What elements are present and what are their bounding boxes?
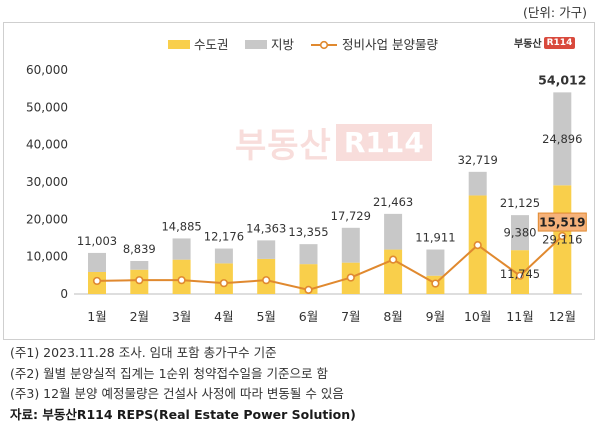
source-note: 자료: 부동산R114 REPS(Real Estate Power Solut… — [10, 406, 356, 422]
regional-value-label: 24,896 — [542, 132, 582, 146]
bar-regional — [214, 248, 233, 264]
total-label: 21,463 — [373, 195, 413, 209]
y-tick-label: 0 — [60, 287, 68, 301]
line-point — [219, 279, 228, 288]
x-tick-label: 8월 — [383, 309, 402, 324]
chart-frame: 0 10,000 20,000 30,000 40,000 50,000 60,000 1월 2… — [3, 22, 595, 340]
redevelopment-line — [96, 235, 563, 291]
y-tick-label: 60,000 — [26, 63, 68, 77]
total-label: 14,885 — [161, 219, 201, 233]
line-point — [431, 279, 440, 288]
footnote-2: (주2) 월별 분양실적 집계는 1순위 청약접수일을 기준으로 함 — [10, 365, 328, 381]
r114-logo: 부동산 R114 — [514, 35, 576, 50]
regional-value-label: 9,380 — [504, 226, 537, 240]
chart: 0 10,000 20,000 30,000 40,000 50,000 60,000 1월 2… — [26, 37, 587, 324]
unit-label: (단위: 가구) — [523, 5, 587, 20]
total-label: 54,012 — [538, 72, 586, 87]
logo-text: 부동산 — [514, 39, 542, 50]
line-point — [558, 231, 567, 241]
bar-metro — [299, 264, 318, 294]
x-tick-label: 3월 — [172, 309, 191, 324]
y-tick-label: 30,000 — [26, 175, 68, 189]
bar-regional — [299, 244, 318, 265]
line-point — [177, 276, 186, 285]
bar-regional — [341, 227, 360, 263]
bar-regional — [553, 92, 572, 186]
line-callout-label: 15,519 — [539, 216, 585, 230]
line-point — [389, 255, 398, 264]
legend-regional-swatch — [245, 40, 267, 49]
bar-regional — [468, 171, 487, 196]
total-label: 11,003 — [77, 234, 117, 248]
legend-metro-label: 수도권 — [194, 37, 229, 52]
bar-regional — [511, 215, 529, 251]
legend-line-marker — [319, 40, 329, 50]
line-callout-box — [537, 212, 587, 232]
bar-regional — [257, 240, 276, 259]
x-tick-label: 1월 — [87, 309, 106, 324]
y-tick-label: 40,000 — [26, 138, 68, 152]
total-label: 11,911 — [415, 231, 455, 245]
total-label: 21,125 — [500, 196, 540, 210]
total-label: 14,363 — [246, 221, 286, 235]
total-label: 8,839 — [123, 242, 156, 256]
total-label: 13,355 — [288, 225, 328, 239]
footnotes: (주1) 2023.11.28 조사. 임대 포함 총가구수 기준 (주2) 월… — [10, 343, 356, 425]
bar-regional — [384, 213, 403, 250]
legend-regional-label: 지방 — [271, 37, 295, 52]
line-point — [92, 276, 102, 286]
footnote-1: (주1) 2023.11.28 조사. 임대 포함 총가구수 기준 — [10, 345, 277, 360]
x-tick-label: 12월 — [549, 309, 576, 324]
line-point — [262, 276, 271, 285]
bar-regional — [426, 249, 445, 276]
metro-value-label: 29,116 — [542, 233, 582, 247]
x-tick-label: 10월 — [464, 309, 491, 324]
y-tick-label: 20,000 — [26, 212, 68, 226]
x-tick-label: 5월 — [256, 309, 275, 324]
total-label: 17,729 — [331, 209, 371, 223]
y-tick-label: 50,000 — [26, 100, 68, 114]
line-point — [473, 240, 482, 250]
legend-metro-swatch — [168, 40, 190, 49]
y-tick-label: 10,000 — [26, 250, 68, 264]
bar-regional — [172, 238, 191, 260]
line-point — [515, 271, 525, 280]
x-tick-label: 11월 — [506, 309, 533, 324]
x-tick-label: 7월 — [341, 309, 360, 324]
bar-regional — [130, 261, 149, 270]
x-tick-label: 4월 — [214, 309, 233, 324]
bar-metro — [214, 263, 233, 294]
line-point — [135, 276, 144, 285]
metro-value-label: 11,745 — [500, 267, 540, 281]
x-tick-label: 9월 — [426, 309, 445, 324]
logo-badge: R114 — [543, 36, 576, 49]
footnote-3: (주3) 12월 분양 예정물량은 건설사 사정에 따라 변동될 수 있음 — [10, 386, 344, 401]
bar-regional — [88, 252, 106, 272]
legend-line-label: 정비사업 분양물량 — [342, 37, 438, 52]
x-tick-label: 6월 — [299, 309, 318, 324]
line-point — [346, 273, 355, 282]
line-point — [304, 285, 313, 294]
x-tick-label: 2월 — [130, 309, 149, 324]
total-label: 32,719 — [458, 153, 498, 167]
total-label: 12,176 — [204, 230, 244, 244]
